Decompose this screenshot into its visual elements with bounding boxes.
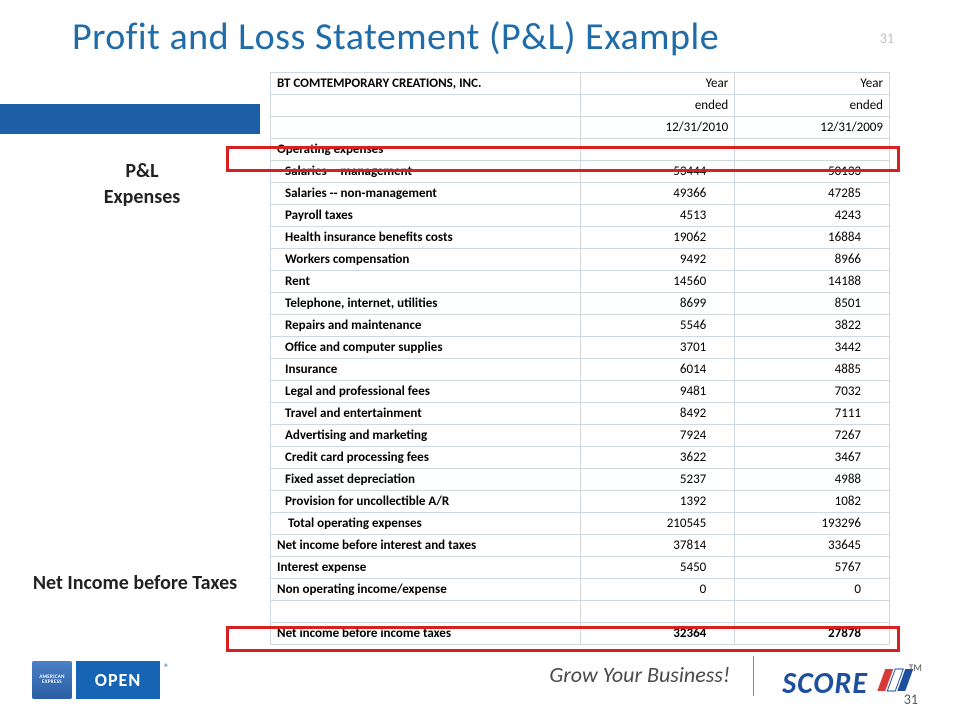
side-label-netincome: Net Income before Taxes (20, 570, 250, 596)
footer-divider (753, 656, 754, 696)
slide: Profit and Loss Statement (P&L) Example … (0, 0, 960, 720)
side-label-expenses: P&LExpenses (82, 158, 202, 210)
pnl-table: BT COMTEMPORARY CREATIONS, INC.YearYeare… (270, 72, 890, 645)
amex-open-logo: AMERICANEXPRESS OPEN ® (32, 661, 169, 699)
score-text: SCORE (782, 665, 868, 702)
slide-title: Profit and Loss Statement (P&L) Example (72, 14, 719, 60)
grow-your-business-text: Grow Your Business! (549, 661, 730, 688)
blue-accent-bar (0, 104, 260, 134)
score-logo: SCORE (782, 665, 916, 702)
page-number-top: 31 (880, 30, 894, 47)
registered-mark: ® (164, 661, 169, 674)
open-box-icon: OPEN (76, 661, 160, 699)
amex-card-icon: AMERICANEXPRESS (32, 661, 72, 699)
trademark-mark: TM (909, 661, 922, 674)
page-number-bottom: 31 (904, 691, 918, 708)
